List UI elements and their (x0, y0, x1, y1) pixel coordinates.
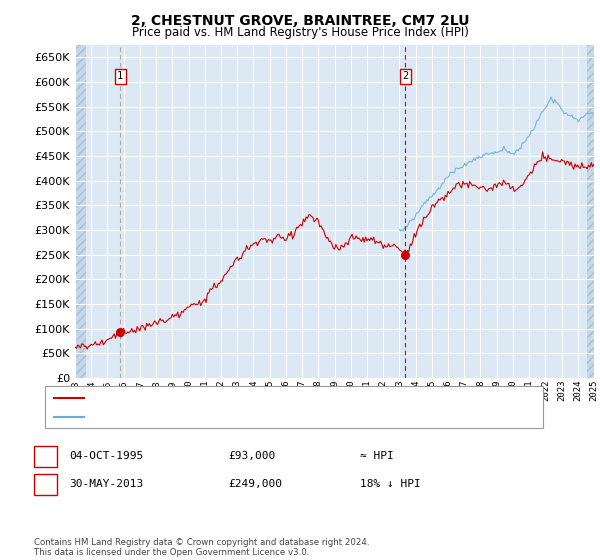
Text: Price paid vs. HM Land Registry's House Price Index (HPI): Price paid vs. HM Land Registry's House … (131, 26, 469, 39)
Text: 30-MAY-2013: 30-MAY-2013 (69, 479, 143, 489)
Text: Contains HM Land Registry data © Crown copyright and database right 2024.
This d: Contains HM Land Registry data © Crown c… (34, 538, 370, 557)
Text: 04-OCT-1995: 04-OCT-1995 (69, 451, 143, 461)
Text: 1: 1 (117, 72, 124, 81)
Text: 1: 1 (42, 451, 49, 461)
Text: 2, CHESTNUT GROVE, BRAINTREE, CM7 2LU: 2, CHESTNUT GROVE, BRAINTREE, CM7 2LU (131, 14, 469, 28)
Bar (587, 45, 595, 378)
Text: £249,000: £249,000 (228, 479, 282, 489)
Text: 18% ↓ HPI: 18% ↓ HPI (360, 479, 421, 489)
Bar (75, 45, 86, 378)
Text: £93,000: £93,000 (228, 451, 275, 461)
Text: 2: 2 (42, 479, 49, 489)
Text: 2, CHESTNUT GROVE, BRAINTREE, CM7 2LU (detached house): 2, CHESTNUT GROVE, BRAINTREE, CM7 2LU (d… (90, 393, 427, 403)
Text: ≈ HPI: ≈ HPI (360, 451, 394, 461)
Text: 2: 2 (403, 72, 409, 81)
Text: HPI: Average price, detached house, Braintree: HPI: Average price, detached house, Brai… (90, 412, 371, 422)
